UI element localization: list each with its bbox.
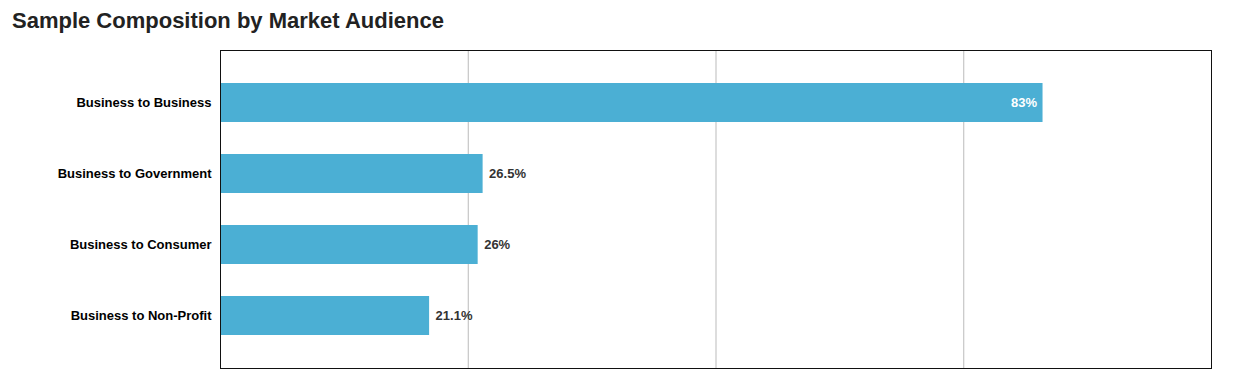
svg-text:Business to Business: Business to Business <box>76 95 211 110</box>
html-text:Sample Composition by Market A: Sample Composition by Market Audience <box>12 8 444 33</box>
svg-text:21.1%: 21.1% <box>436 308 473 323</box>
svg-text:83%: 83% <box>1011 95 1037 110</box>
svg-text:Business to Government: Business to Government <box>58 166 213 181</box>
svg-text:Business to Non-Profit: Business to Non-Profit <box>71 308 213 323</box>
svg-text:26%: 26% <box>484 237 510 252</box>
svg-text:Business to Consumer: Business to Consumer <box>70 237 212 252</box>
svg-text:26.5%: 26.5% <box>489 166 526 181</box>
